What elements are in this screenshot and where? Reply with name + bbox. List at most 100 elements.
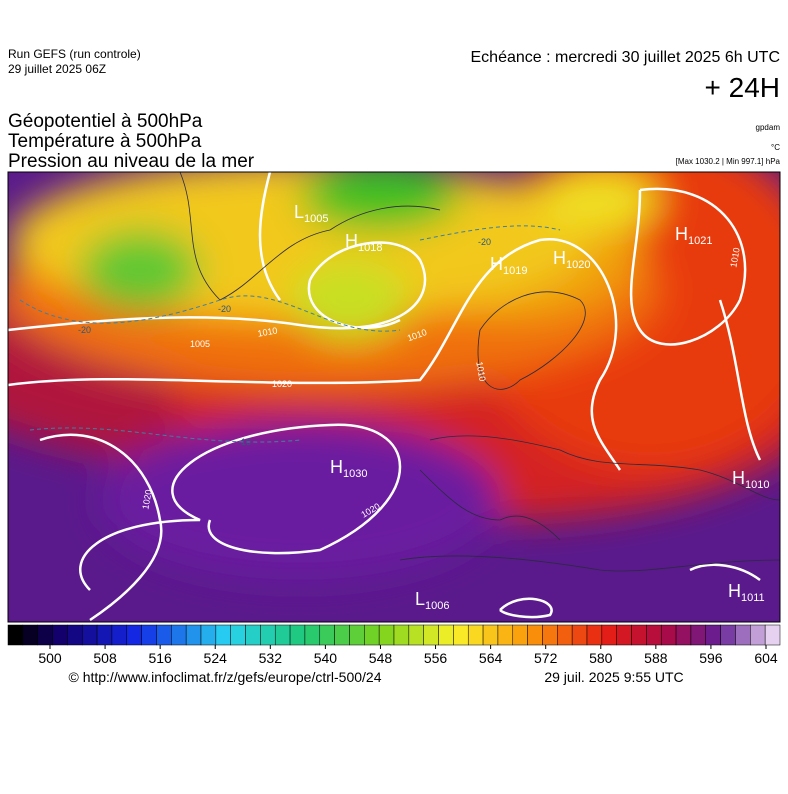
isobar-label: 1010 <box>257 325 278 338</box>
colorbar-tick-label: 604 <box>754 650 778 666</box>
colorbar-swatch <box>423 624 439 646</box>
colorbar-swatch <box>571 624 588 646</box>
pressure-center: L1005 <box>294 202 329 225</box>
colorbar-swatch <box>601 624 617 646</box>
isobar-label: 1005 <box>190 339 210 349</box>
colorbar-tick-label: 572 <box>534 650 558 666</box>
colorbar-tick-label: 532 <box>259 650 283 666</box>
colorbar-tick-label: 524 <box>204 650 228 666</box>
map-frame <box>7 171 781 623</box>
colorbar-swatch <box>349 624 365 646</box>
colorbar-swatch <box>156 624 172 646</box>
isobar-label: 1010 <box>728 247 741 268</box>
colorbar-swatch <box>200 624 217 646</box>
center-kind: H <box>490 254 503 274</box>
colorbar-swatch <box>660 624 677 646</box>
colorbar-swatch <box>408 624 424 646</box>
colorbar-swatch <box>364 624 380 646</box>
colorbar-swatch <box>22 624 38 646</box>
temperature-label: -20 <box>78 325 91 335</box>
center-value: 1006 <box>425 600 449 612</box>
run: Run GEFS (run controle) <box>8 47 141 61</box>
pressure-center: H1011 <box>728 581 765 604</box>
colorbar-swatch <box>675 624 692 646</box>
temperature-label: -20 <box>478 237 491 247</box>
colorbar-swatch <box>67 624 83 646</box>
colorbar-swatch <box>245 624 261 646</box>
colorbar-swatch <box>171 624 187 646</box>
center-value: 1005 <box>304 213 328 225</box>
center-kind: H <box>345 231 358 251</box>
timestamp: 29 juil. 2025 9:55 UTC <box>544 669 683 685</box>
colorbar-swatch <box>334 624 350 646</box>
colorbar-tick-label: 508 <box>93 650 117 666</box>
center-value: 1020 <box>566 259 590 271</box>
colorbar-swatch <box>393 624 410 646</box>
colorbar-swatch <box>126 624 142 646</box>
title: Température à 500hPa <box>8 131 202 152</box>
title: Pression au niveau de la mer <box>8 151 255 172</box>
title: Géopotentiel à 500hPa <box>8 111 203 132</box>
colorbar-swatch <box>319 624 335 646</box>
center-kind: H <box>553 248 566 268</box>
center-value: 1011 <box>741 592 765 604</box>
colorbar-swatch <box>720 624 736 646</box>
colorbar-swatch <box>750 624 766 646</box>
center-value: 1021 <box>688 235 712 247</box>
colorbar-tick-label: 556 <box>424 650 448 666</box>
center-value: 1018 <box>358 242 382 254</box>
colorbar-swatch <box>260 624 276 646</box>
colorbar-swatch <box>527 624 543 646</box>
colorbar-swatch <box>764 624 781 646</box>
colorbar-swatch <box>631 624 647 646</box>
colorbar-swatch <box>453 624 469 646</box>
run-date: 29 juillet 2025 06Z <box>8 62 106 76</box>
isobar-label: 1010 <box>474 361 487 382</box>
colorbar-swatch <box>230 624 246 646</box>
center-kind: L <box>415 589 425 609</box>
colorbar-tick-label: 596 <box>699 650 723 666</box>
pressure-center: H1030 <box>330 457 367 480</box>
colorbar-swatch <box>111 624 128 646</box>
pressure-range: [Max 1030.2 | Min 997.1] hPa <box>676 157 781 166</box>
colorbar-tick-label: 540 <box>314 650 338 666</box>
valid-time: Echéance : mercredi 30 juillet 2025 6h U… <box>471 49 781 66</box>
colorbar-tick-label: 500 <box>38 650 62 666</box>
colorbar-tick-label: 588 <box>644 650 668 666</box>
isobar-label: 1020 <box>140 489 153 510</box>
unit: °C <box>771 143 780 152</box>
colorbar-swatch <box>304 624 321 646</box>
colorbar-swatch <box>557 624 573 646</box>
colorbar-swatch <box>185 624 202 646</box>
colorbar-swatch <box>467 624 484 646</box>
pressure-center: L1006 <box>415 589 450 612</box>
colorbar-swatch <box>705 624 721 646</box>
lead-time: + 24H <box>705 72 781 103</box>
center-value: 1030 <box>343 468 367 480</box>
colorbar-swatch <box>646 624 662 646</box>
center-kind: H <box>728 581 741 601</box>
colorbar-swatch <box>52 624 68 646</box>
colorbar-swatch <box>274 624 291 646</box>
colorbar-swatch <box>81 624 98 646</box>
source-url[interactable]: © http://www.infoclimat.fr/z/gefs/europe… <box>68 669 381 685</box>
colorbar-tick-label: 564 <box>479 650 503 666</box>
isobar-label: 1020 <box>272 379 292 389</box>
colorbar-swatch <box>141 624 157 646</box>
pressure-center: H1010 <box>732 468 769 491</box>
colorbar-swatch <box>438 624 454 646</box>
center-kind: L <box>294 202 304 222</box>
center-kind: H <box>732 468 745 488</box>
colorbar-swatch <box>497 624 514 646</box>
colorbar-tick-label: 548 <box>369 650 393 666</box>
colorbar-swatch <box>378 624 395 646</box>
center-kind: H <box>330 457 343 477</box>
colorbar-swatch <box>616 624 632 646</box>
unit: gpdam <box>756 123 781 132</box>
colorbar-tick-label: 516 <box>148 650 172 666</box>
colorbar-swatch <box>542 624 558 646</box>
pressure-center: H1018 <box>345 231 382 254</box>
colorbar-tick-label: 580 <box>589 650 613 666</box>
colorbar-swatch <box>7 624 24 646</box>
